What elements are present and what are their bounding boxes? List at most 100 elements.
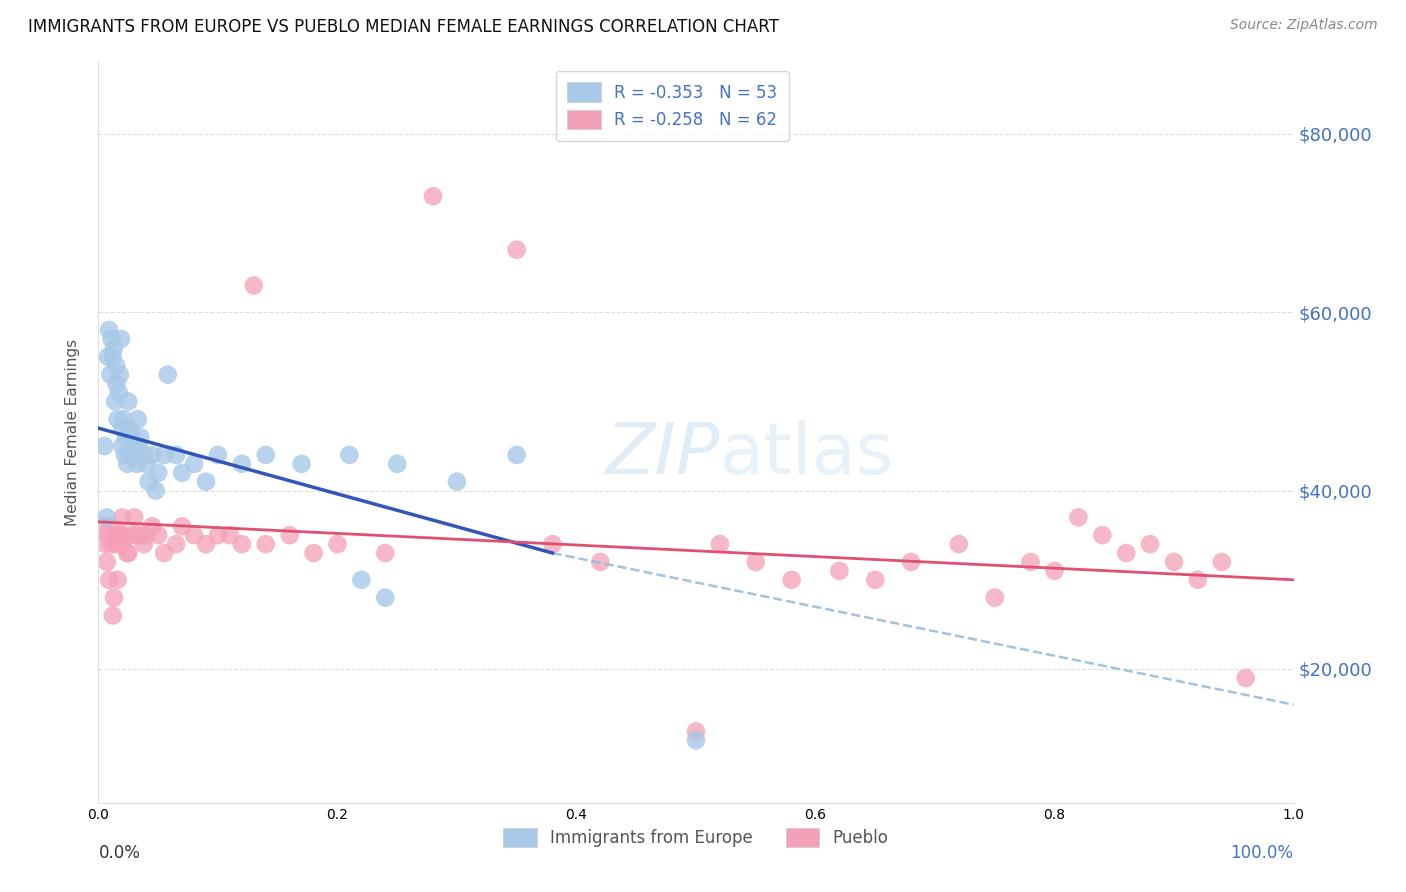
Point bbox=[97, 350, 120, 364]
Point bbox=[105, 528, 128, 542]
Point bbox=[114, 448, 136, 462]
Point bbox=[141, 448, 163, 462]
Point bbox=[231, 537, 253, 551]
Point bbox=[1163, 555, 1185, 569]
Point bbox=[118, 421, 141, 435]
Point bbox=[156, 368, 179, 382]
Point bbox=[948, 537, 970, 551]
Point bbox=[115, 546, 138, 560]
Point bbox=[172, 519, 194, 533]
Point bbox=[93, 519, 115, 533]
Point bbox=[108, 368, 131, 382]
Point bbox=[107, 528, 129, 542]
Point bbox=[148, 528, 170, 542]
Point bbox=[108, 528, 131, 542]
Point bbox=[107, 385, 129, 400]
Text: 100.0%: 100.0% bbox=[1230, 844, 1294, 862]
Point bbox=[117, 546, 139, 560]
Point bbox=[129, 528, 152, 542]
Point bbox=[104, 394, 127, 409]
Point bbox=[506, 243, 529, 257]
Point bbox=[374, 591, 396, 605]
Point bbox=[153, 546, 176, 560]
Point bbox=[1234, 671, 1257, 685]
Point bbox=[132, 537, 155, 551]
Point bbox=[104, 537, 127, 551]
Point bbox=[132, 448, 155, 462]
Point bbox=[127, 412, 149, 426]
Point bbox=[350, 573, 373, 587]
Point bbox=[1139, 537, 1161, 551]
Point bbox=[339, 448, 361, 462]
Point bbox=[94, 537, 117, 551]
Point bbox=[105, 359, 128, 373]
Y-axis label: Median Female Earnings: Median Female Earnings bbox=[65, 339, 80, 526]
Point bbox=[219, 528, 242, 542]
Point bbox=[124, 510, 146, 524]
Point bbox=[111, 421, 134, 435]
Point bbox=[98, 519, 122, 533]
Point bbox=[709, 537, 731, 551]
Point bbox=[506, 448, 529, 462]
Legend: Immigrants from Europe, Pueblo: Immigrants from Europe, Pueblo bbox=[496, 822, 896, 854]
Point bbox=[195, 475, 218, 489]
Point bbox=[165, 448, 187, 462]
Point bbox=[900, 555, 922, 569]
Point bbox=[1187, 573, 1209, 587]
Point bbox=[172, 466, 194, 480]
Point bbox=[145, 483, 167, 498]
Point bbox=[114, 528, 136, 542]
Point bbox=[183, 457, 205, 471]
Point bbox=[112, 412, 135, 426]
Point bbox=[243, 278, 266, 293]
Point bbox=[422, 189, 444, 203]
Point bbox=[120, 448, 142, 462]
Point bbox=[165, 537, 187, 551]
Point bbox=[125, 457, 148, 471]
Point bbox=[254, 448, 277, 462]
Point bbox=[207, 448, 229, 462]
Point bbox=[98, 323, 121, 337]
Text: IMMIGRANTS FROM EUROPE VS PUEBLO MEDIAN FEMALE EARNINGS CORRELATION CHART: IMMIGRANTS FROM EUROPE VS PUEBLO MEDIAN … bbox=[28, 18, 779, 36]
Point bbox=[128, 439, 150, 453]
Point bbox=[828, 564, 851, 578]
Point bbox=[183, 528, 205, 542]
Point bbox=[93, 439, 115, 453]
Point bbox=[121, 430, 143, 444]
Point bbox=[110, 332, 132, 346]
Point bbox=[117, 394, 139, 409]
Point bbox=[589, 555, 612, 569]
Point bbox=[148, 466, 170, 480]
Point bbox=[780, 573, 803, 587]
Text: Source: ZipAtlas.com: Source: ZipAtlas.com bbox=[1230, 18, 1378, 32]
Point bbox=[115, 457, 138, 471]
Point bbox=[124, 448, 146, 462]
Point bbox=[153, 448, 176, 462]
Point bbox=[138, 475, 160, 489]
Point bbox=[125, 528, 148, 542]
Point bbox=[96, 555, 118, 569]
Point bbox=[207, 528, 229, 542]
Point bbox=[374, 546, 396, 560]
Point bbox=[103, 341, 125, 355]
Point bbox=[103, 591, 125, 605]
Point bbox=[100, 332, 122, 346]
Point bbox=[129, 430, 152, 444]
Point bbox=[278, 528, 301, 542]
Point bbox=[385, 457, 409, 471]
Point bbox=[1043, 564, 1066, 578]
Point bbox=[1211, 555, 1233, 569]
Point bbox=[865, 573, 887, 587]
Point bbox=[101, 350, 124, 364]
Text: 0.0%: 0.0% bbox=[98, 844, 141, 862]
Point bbox=[1019, 555, 1042, 569]
Point bbox=[195, 537, 218, 551]
Point bbox=[111, 510, 134, 524]
Point bbox=[984, 591, 1007, 605]
Point bbox=[541, 537, 564, 551]
Point bbox=[745, 555, 768, 569]
Point bbox=[107, 573, 129, 587]
Text: ZIP: ZIP bbox=[606, 420, 720, 490]
Point bbox=[446, 475, 468, 489]
Point bbox=[685, 733, 707, 747]
